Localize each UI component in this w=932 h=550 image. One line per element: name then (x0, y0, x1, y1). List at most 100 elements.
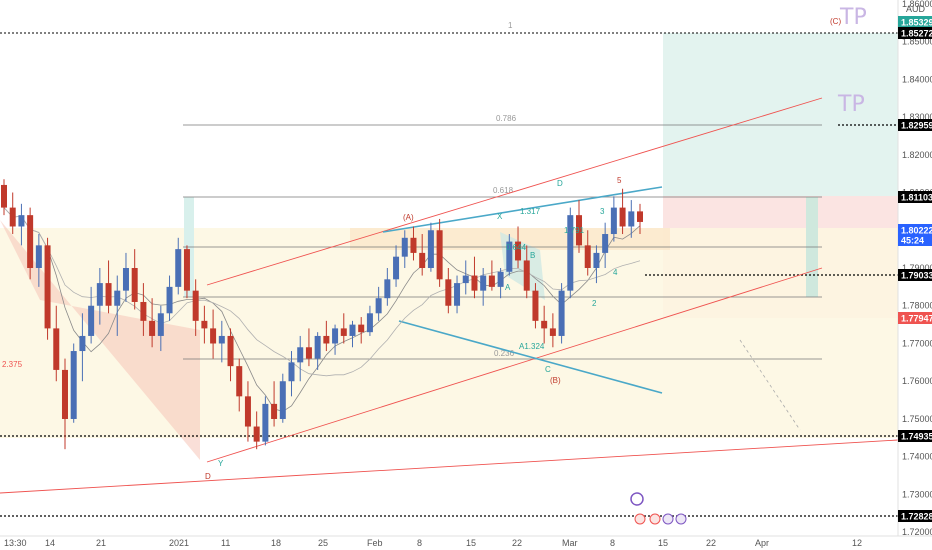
candle-body (445, 279, 452, 306)
wave-labels: (A)(B)(C)DCXBAYD54231.3171.7910.644A1.32… (2, 17, 841, 481)
candle-body (271, 403, 278, 419)
time-tick: 13:30 (4, 538, 27, 548)
candle-body (44, 245, 51, 329)
candle-body (602, 234, 609, 253)
candle-body (628, 211, 635, 227)
wave-label: 3 (600, 207, 605, 216)
candle-body (401, 237, 408, 257)
target-zone-green (663, 33, 898, 196)
candle-body (253, 426, 260, 442)
candle-body (53, 328, 60, 370)
event-icon-1[interactable] (630, 492, 644, 506)
candle-body (236, 366, 243, 397)
candle-body (279, 381, 286, 419)
price-tick: 1.82000 (902, 150, 932, 160)
candle-body (149, 320, 156, 336)
wave-label: 4 (613, 268, 618, 277)
candle-body (584, 245, 591, 268)
time-tick: 11 (221, 538, 230, 548)
price-badge (898, 430, 932, 442)
candle-body (105, 283, 112, 306)
candle-body (349, 324, 356, 336)
wave-label: C (545, 365, 551, 374)
price-tick: 1.79000 (902, 263, 932, 273)
event-icon-4[interactable] (662, 513, 674, 525)
horizontal-levels (0, 32, 898, 517)
event-icon-2[interactable] (634, 513, 646, 525)
ratio-label: 1.791 (564, 226, 585, 235)
candle-body (436, 230, 443, 280)
price-tick: 1.78000 (902, 301, 932, 311)
time-tick: 21 (96, 538, 106, 548)
candle-body (619, 207, 626, 227)
wave-label: 5 (617, 176, 622, 185)
price-badge-label: 1.74935 (901, 432, 932, 442)
price-badge (898, 16, 932, 28)
candle-body (183, 249, 190, 291)
price-badge (898, 119, 932, 131)
price-tick: 1.86000 (902, 0, 932, 9)
price-tick: 1.83000 (902, 112, 932, 122)
price-axis-background (898, 0, 932, 536)
wave-label: (A) (403, 213, 414, 222)
wave-label: D (557, 179, 563, 188)
candle-body (140, 301, 147, 321)
candle-body (497, 271, 504, 287)
fib-label: 0.236 (494, 349, 515, 358)
price-badge-label: 1.79033 (901, 271, 932, 281)
candle-body (366, 313, 373, 333)
candle-body (427, 230, 434, 268)
candle-body (35, 245, 42, 268)
candle-body (384, 279, 391, 299)
time-tick: 22 (706, 538, 716, 548)
price-tick: 1.75000 (902, 414, 932, 424)
trend-lines (0, 97, 899, 494)
candle-body (610, 207, 617, 235)
candle-body (1, 184, 7, 208)
price-badge-label: 1.85272 (901, 29, 932, 39)
candle-body (375, 298, 382, 314)
candle-body (288, 362, 295, 382)
event-icons[interactable] (630, 492, 687, 525)
time-tick: 8 (610, 538, 615, 548)
price-tick: 1.72000 (902, 527, 932, 537)
ratio-label: A1.324 (519, 342, 545, 351)
candle-body (61, 369, 68, 419)
candle-body (218, 335, 225, 344)
price-tick: 1.76000 (902, 376, 932, 386)
price-badge (898, 27, 932, 39)
price-badge (898, 269, 932, 281)
candle-body (314, 335, 321, 359)
candle-body (541, 320, 548, 329)
price-badge-label: 1.72828 (901, 512, 932, 522)
candle-body (175, 249, 182, 287)
candlesticks (1, 179, 643, 450)
price-badge (898, 510, 932, 522)
candle-body (549, 328, 556, 336)
candle-body (122, 268, 129, 291)
price-badge-label: 1.81103 (901, 193, 932, 203)
candle-body (192, 290, 199, 321)
wave-label: X (497, 212, 503, 221)
price-tick: 1.74000 (902, 452, 932, 462)
candle-body (96, 283, 103, 306)
wave-label: Y (218, 459, 224, 468)
price-badge-label: 1.82959 (901, 121, 932, 131)
wave-label: D (205, 472, 211, 481)
candle-body (637, 211, 643, 222)
wave-label: 2 (592, 299, 597, 308)
time-tick: 2021 (169, 538, 189, 548)
price-badge (898, 191, 932, 203)
time-axis-background (0, 536, 932, 550)
price-badge-label: 45:24 (901, 236, 924, 246)
fib-label: 0.618 (493, 186, 514, 195)
time-tick: 14 (45, 538, 55, 548)
ratio-label: 1.317 (520, 207, 541, 216)
time-tick: Feb (367, 538, 383, 548)
event-icon-5[interactable] (675, 513, 687, 525)
candle-body (506, 241, 513, 272)
price-badge-label: 1.77947 (901, 314, 932, 324)
event-icon-3[interactable] (649, 513, 661, 525)
price-badge-label: 1.80222 (901, 226, 932, 236)
